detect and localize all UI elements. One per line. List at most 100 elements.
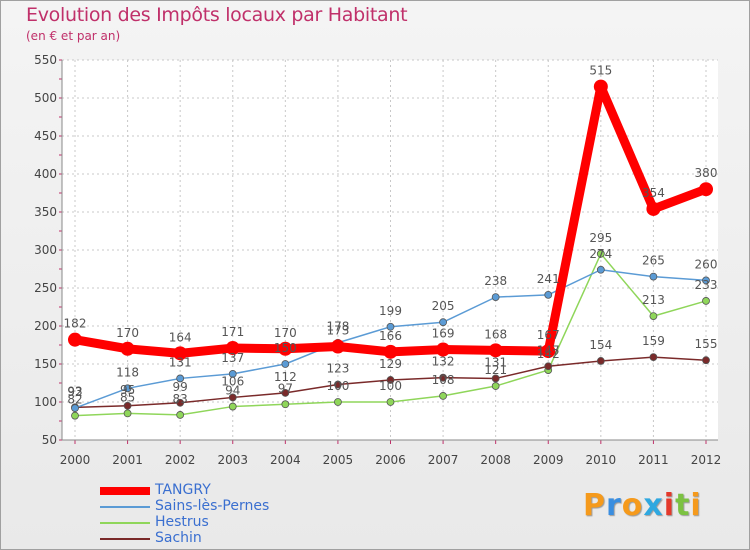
y-tick-label: 250 [34,281,57,295]
data-label-sains-l-s-pernes: 178 [326,320,349,334]
data-label-hestrus: 100 [379,379,402,393]
y-tick-label: 450 [34,129,57,143]
data-point-hestrus [702,297,710,305]
data-point-tangry [278,341,293,356]
data-point-sachin [491,374,500,383]
data-point-hestrus [491,382,500,390]
legend-label: Hestrus [155,514,209,530]
data-label-sains-l-s-pernes: 205 [432,299,455,313]
data-point-tangry [120,341,135,356]
data-label-hestrus: 213 [642,293,665,307]
data-point-sachin [334,380,342,389]
data-point-tangry [173,346,188,361]
chart-subtitle: (en € et par an) [26,29,121,43]
data-point-tangry [383,344,398,359]
proxiti-logo: Proxiti [583,488,702,523]
data-point-sains-l-s-pernes [176,374,185,383]
data-label-sachin: 99 [173,380,188,394]
data-point-sachin [596,357,605,365]
logo-letter: i [690,488,702,523]
data-label-tangry: 354 [642,186,665,200]
data-point-hestrus [334,398,342,406]
x-tick-label: 2008 [480,453,511,467]
logo-letter: i [663,488,676,523]
data-label-tangry: 182 [64,317,87,331]
data-point-tangry [699,182,713,197]
data-label-sachin: 93 [67,384,82,398]
data-label-hestrus: 121 [484,363,507,377]
legend-label: TANGRY [155,482,211,498]
data-label-sains-l-s-pernes: 274 [589,247,612,261]
logo-letter: r [606,488,622,523]
data-point-sachin [386,376,395,384]
data-label-sains-l-s-pernes: 118 [116,365,139,379]
data-point-hestrus [386,398,395,406]
x-tick-label: 2000 [60,453,91,467]
data-label-tangry: 167 [537,328,560,342]
data-label-sains-l-s-pernes: 92 [67,385,82,399]
y-tick-label: 150 [34,357,57,371]
data-label-tangry: 170 [116,326,139,340]
data-label-sachin: 154 [589,338,612,352]
data-label-hestrus: 97 [278,381,293,395]
logo-letter: P [583,488,606,523]
y-tick-label: 200 [34,319,57,333]
data-label-sachin: 159 [642,334,665,348]
data-point-tangry [225,341,240,356]
legend-swatch [100,538,150,540]
data-label-sachin: 112 [274,370,297,384]
data-label-sains-l-s-pernes: 260 [695,257,718,271]
data-point-hestrus [596,249,605,258]
y-tick-label: 50 [42,433,57,447]
y-tick-label: 500 [34,91,57,105]
x-tick-label: 2005 [323,453,354,467]
data-point-sains-l-s-pernes [439,318,447,327]
x-tick-label: 2009 [533,453,564,467]
y-tick-label: 400 [34,167,57,181]
data-point-sains-l-s-pernes [281,360,290,368]
legend-swatch [100,487,150,495]
data-label-hestrus: 82 [67,393,82,407]
x-tick-label: 2004 [270,453,301,467]
data-label-sachin: 132 [432,355,455,369]
data-label-hestrus: 295 [589,231,612,245]
data-point-tangry [593,79,608,94]
data-point-hestrus [123,409,132,418]
data-point-sains-l-s-pernes [123,384,132,393]
data-label-tangry: 164 [169,330,192,344]
data-point-tangry [646,201,661,216]
data-point-hestrus [176,411,185,419]
data-point-sachin [176,398,185,407]
data-label-sachin: 147 [537,343,560,357]
y-tick-label: 550 [34,53,57,67]
data-label-tangry: 166 [379,329,402,343]
data-point-hestrus [228,402,237,411]
x-tick-label: 2012 [691,453,722,467]
data-point-sains-l-s-pernes [228,369,237,378]
data-point-sains-l-s-pernes [702,276,710,285]
logo-letter: t [675,488,691,523]
x-tick-label: 2011 [638,453,669,467]
data-point-sains-l-s-pernes [491,293,500,302]
x-tick-label: 2003 [217,453,248,467]
data-label-sains-l-s-pernes: 137 [221,351,244,365]
data-label-tangry: 171 [221,325,244,339]
x-tick-label: 2006 [375,453,406,467]
data-label-hestrus: 85 [120,390,135,404]
data-label-sachin: 95 [120,383,135,397]
data-point-hestrus [649,312,658,321]
data-point-sains-l-s-pernes [596,265,605,274]
data-label-tangry: 170 [274,326,297,340]
data-label-sains-l-s-pernes: 238 [484,274,507,288]
data-point-sachin [123,401,132,410]
data-point-tangry [488,343,503,358]
data-point-sains-l-s-pernes [544,290,553,299]
data-label-tangry: 515 [589,64,612,78]
legend-label: Sachin [155,530,202,546]
data-label-hestrus: 94 [225,384,240,398]
data-point-sachin [439,373,447,382]
data-label-sachin: 106 [221,374,244,388]
data-label-sachin: 131 [484,355,507,369]
data-point-hestrus [281,400,290,409]
